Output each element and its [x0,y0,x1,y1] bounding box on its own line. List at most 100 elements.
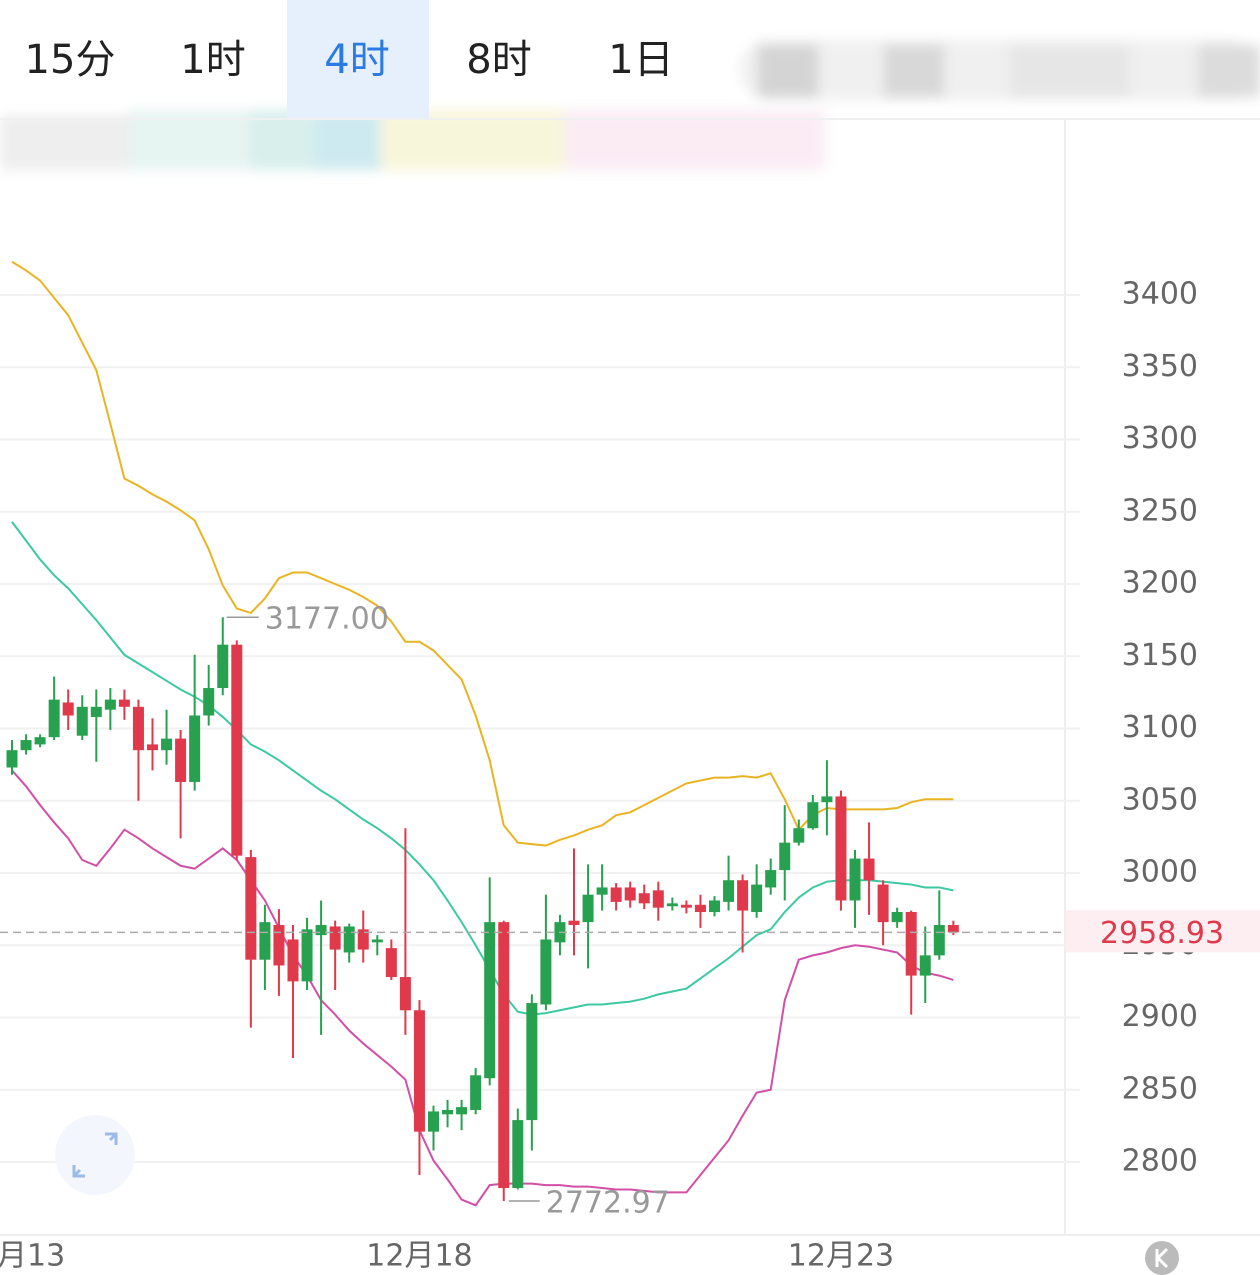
candle-body [737,880,749,911]
grid: 2800285029002950300030503100315032003250… [0,277,1198,1179]
candle-body [456,1107,468,1115]
candle-body [62,702,74,716]
candle-body [666,903,678,907]
candle-body [793,828,805,843]
overlay: 3177.00 2772.97 2958.93 [0,602,1260,1221]
candle-body [933,925,945,956]
candle-body [947,925,959,933]
candle-body [301,929,313,982]
max-label: 3177.00 [265,602,389,637]
candle-body [399,977,411,1011]
y-tick-label: 3300 [1122,421,1198,456]
candle-body [596,887,608,895]
expand-button[interactable] [55,1115,135,1195]
candle-body [371,939,383,943]
candle-body [610,887,622,902]
candle-body [6,750,18,768]
candle-body [287,939,299,982]
candle-body [48,699,60,738]
tab[interactable]: 1日 [608,37,673,83]
last-price-label: 2958.93 [1100,916,1224,951]
candle-body [765,870,777,888]
candle-body [484,922,496,1079]
candle-body [147,744,158,751]
active-tab-bg [287,0,429,118]
candle-body [20,740,32,751]
candle-body [694,904,706,913]
y-tick-label: 2800 [1122,1144,1198,1179]
candle-body [568,920,580,926]
candle-body [231,644,243,856]
candle-body [203,688,215,716]
candle-body [161,738,173,751]
candle-body [624,887,636,901]
candle-body [540,939,552,1005]
y-tick-label: 3000 [1122,855,1198,890]
tab[interactable]: 4时 [324,37,389,83]
candle-body [680,904,692,908]
candle-body [329,926,341,950]
candle-body [413,1010,425,1132]
candle-body [512,1120,524,1189]
y-tick-label: 3150 [1122,638,1198,673]
candle-body [905,912,917,976]
y-tick-label: 3400 [1122,277,1198,312]
candle-body [919,955,931,976]
candle-body [217,644,229,689]
candle-body [652,890,664,908]
x-tick-label: 12月13 [0,1239,65,1274]
candle-body [891,912,903,923]
candle-body [118,699,130,707]
candle-body [638,893,650,904]
band-line [11,260,954,847]
candle-body [343,926,355,953]
y-tick-label: 2900 [1122,999,1198,1034]
candle-body [34,737,46,745]
y-tick-label: 3350 [1122,349,1198,384]
tab[interactable]: 1时 [180,37,245,83]
candle-body [132,706,144,751]
candle-body [175,738,187,782]
candle-body [259,922,271,960]
x-tick-label: 12月18 [366,1239,472,1274]
band-line [11,521,954,1016]
k-icon[interactable] [1145,1241,1179,1275]
candle-body [498,922,510,1189]
y-tick-label: 3050 [1122,782,1198,817]
min-label: 2772.97 [546,1186,670,1221]
candle-body [90,706,102,717]
candle-body [835,796,847,901]
y-tick-label: 3100 [1122,710,1198,745]
candle-body [582,894,594,923]
band-line [11,769,954,1207]
candle-body [863,858,875,881]
candle-body [470,1075,482,1110]
candle-body [751,884,763,913]
candle-body [357,929,369,950]
tab[interactable]: 8时 [466,37,531,83]
candle-body [273,925,285,966]
candle-body [807,802,819,829]
y-tick-label: 3200 [1122,566,1198,601]
y-tick-label: 2850 [1122,1071,1198,1106]
candle-body [245,857,257,960]
candle-body [442,1109,454,1115]
candle-body [104,699,116,710]
candle-body [779,842,791,871]
candle-body [385,948,397,978]
candle-body [709,900,720,913]
candle-body [877,884,889,923]
candle-body [821,796,833,803]
candle-body [526,1003,538,1121]
candle-body [315,925,327,936]
plot [6,260,959,1207]
tab[interactable]: 15分 [25,37,116,83]
candle-body [76,706,88,736]
candle-body [428,1111,439,1132]
candle-body [723,880,735,902]
x-tick-label: 12月23 [788,1239,894,1274]
y-tick-label: 3250 [1122,493,1198,528]
candle-body [189,715,201,782]
